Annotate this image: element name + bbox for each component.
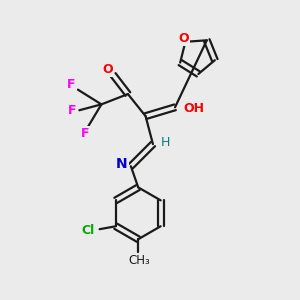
Text: H: H [160, 136, 170, 149]
Text: F: F [80, 127, 89, 140]
Text: F: F [67, 78, 76, 91]
Text: O: O [178, 32, 189, 45]
Text: O: O [103, 62, 113, 76]
Text: Cl: Cl [82, 224, 95, 237]
Text: F: F [68, 104, 76, 117]
Text: OH: OH [184, 102, 205, 115]
Text: N: N [116, 157, 128, 171]
Text: CH₃: CH₃ [129, 254, 151, 267]
